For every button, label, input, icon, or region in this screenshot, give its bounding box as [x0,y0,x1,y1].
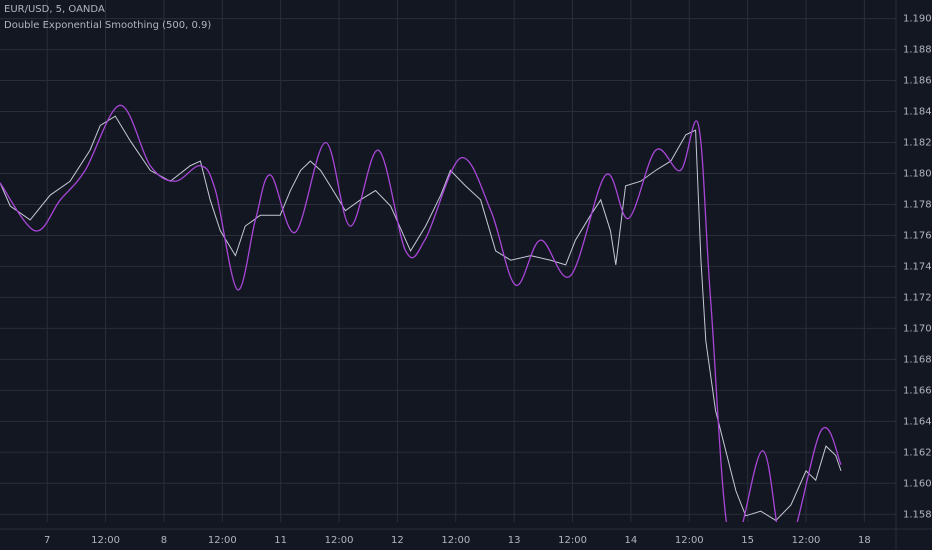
x-tick-label: 13 [508,535,521,546]
y-tick-label: 1.1720 [903,292,932,303]
y-tick-label: 1.1660 [903,385,932,396]
x-tick-label: 7 [44,535,50,546]
y-tick-label: 1.1860 [903,76,932,87]
plot-area [0,104,842,522]
y-tick-label: 1.1900 [903,14,932,25]
y-tick-label: 1.1640 [903,416,932,427]
x-tick-label: 12:00 [792,535,821,546]
y-tick-label: 1.1800 [903,168,932,179]
x-tick-label: 18 [858,535,871,546]
y-tick-label: 1.1580 [903,509,932,520]
y-tick-label: 1.1760 [903,230,932,241]
y-tick-label: 1.1620 [903,447,932,458]
y-tick-label: 1.1740 [903,261,932,272]
y-tick-label: 1.1700 [903,323,932,334]
grid [0,0,896,522]
x-tick-label: 12:00 [675,535,704,546]
series-line [0,104,842,522]
y-tick-label: 1.1840 [903,107,932,118]
y-tick-label: 1.1820 [903,138,932,149]
x-tick-label: 12:00 [558,535,587,546]
x-tick-label: 8 [161,535,167,546]
x-tick-label: 11 [274,535,287,546]
x-tick-label: 12:00 [325,535,354,546]
x-tick-label: 15 [741,535,754,546]
x-tick-label: 12:00 [208,535,237,546]
x-tick-label: 14 [625,535,638,546]
legend-entry: Double Exponential Smoothing (500, 0.9) [4,20,211,31]
y-tick-label: 1.1600 [903,478,932,489]
y-tick-label: 1.1780 [903,199,932,210]
x-tick-label: 12 [391,535,404,546]
chart-title: EUR/USD, 5, OANDA [4,4,105,15]
y-tick-label: 1.1880 [903,45,932,56]
x-tick-label: 12:00 [91,535,120,546]
series-line [0,115,842,522]
x-tick-label: 12:00 [441,535,470,546]
y-tick-label: 1.1680 [903,354,932,365]
